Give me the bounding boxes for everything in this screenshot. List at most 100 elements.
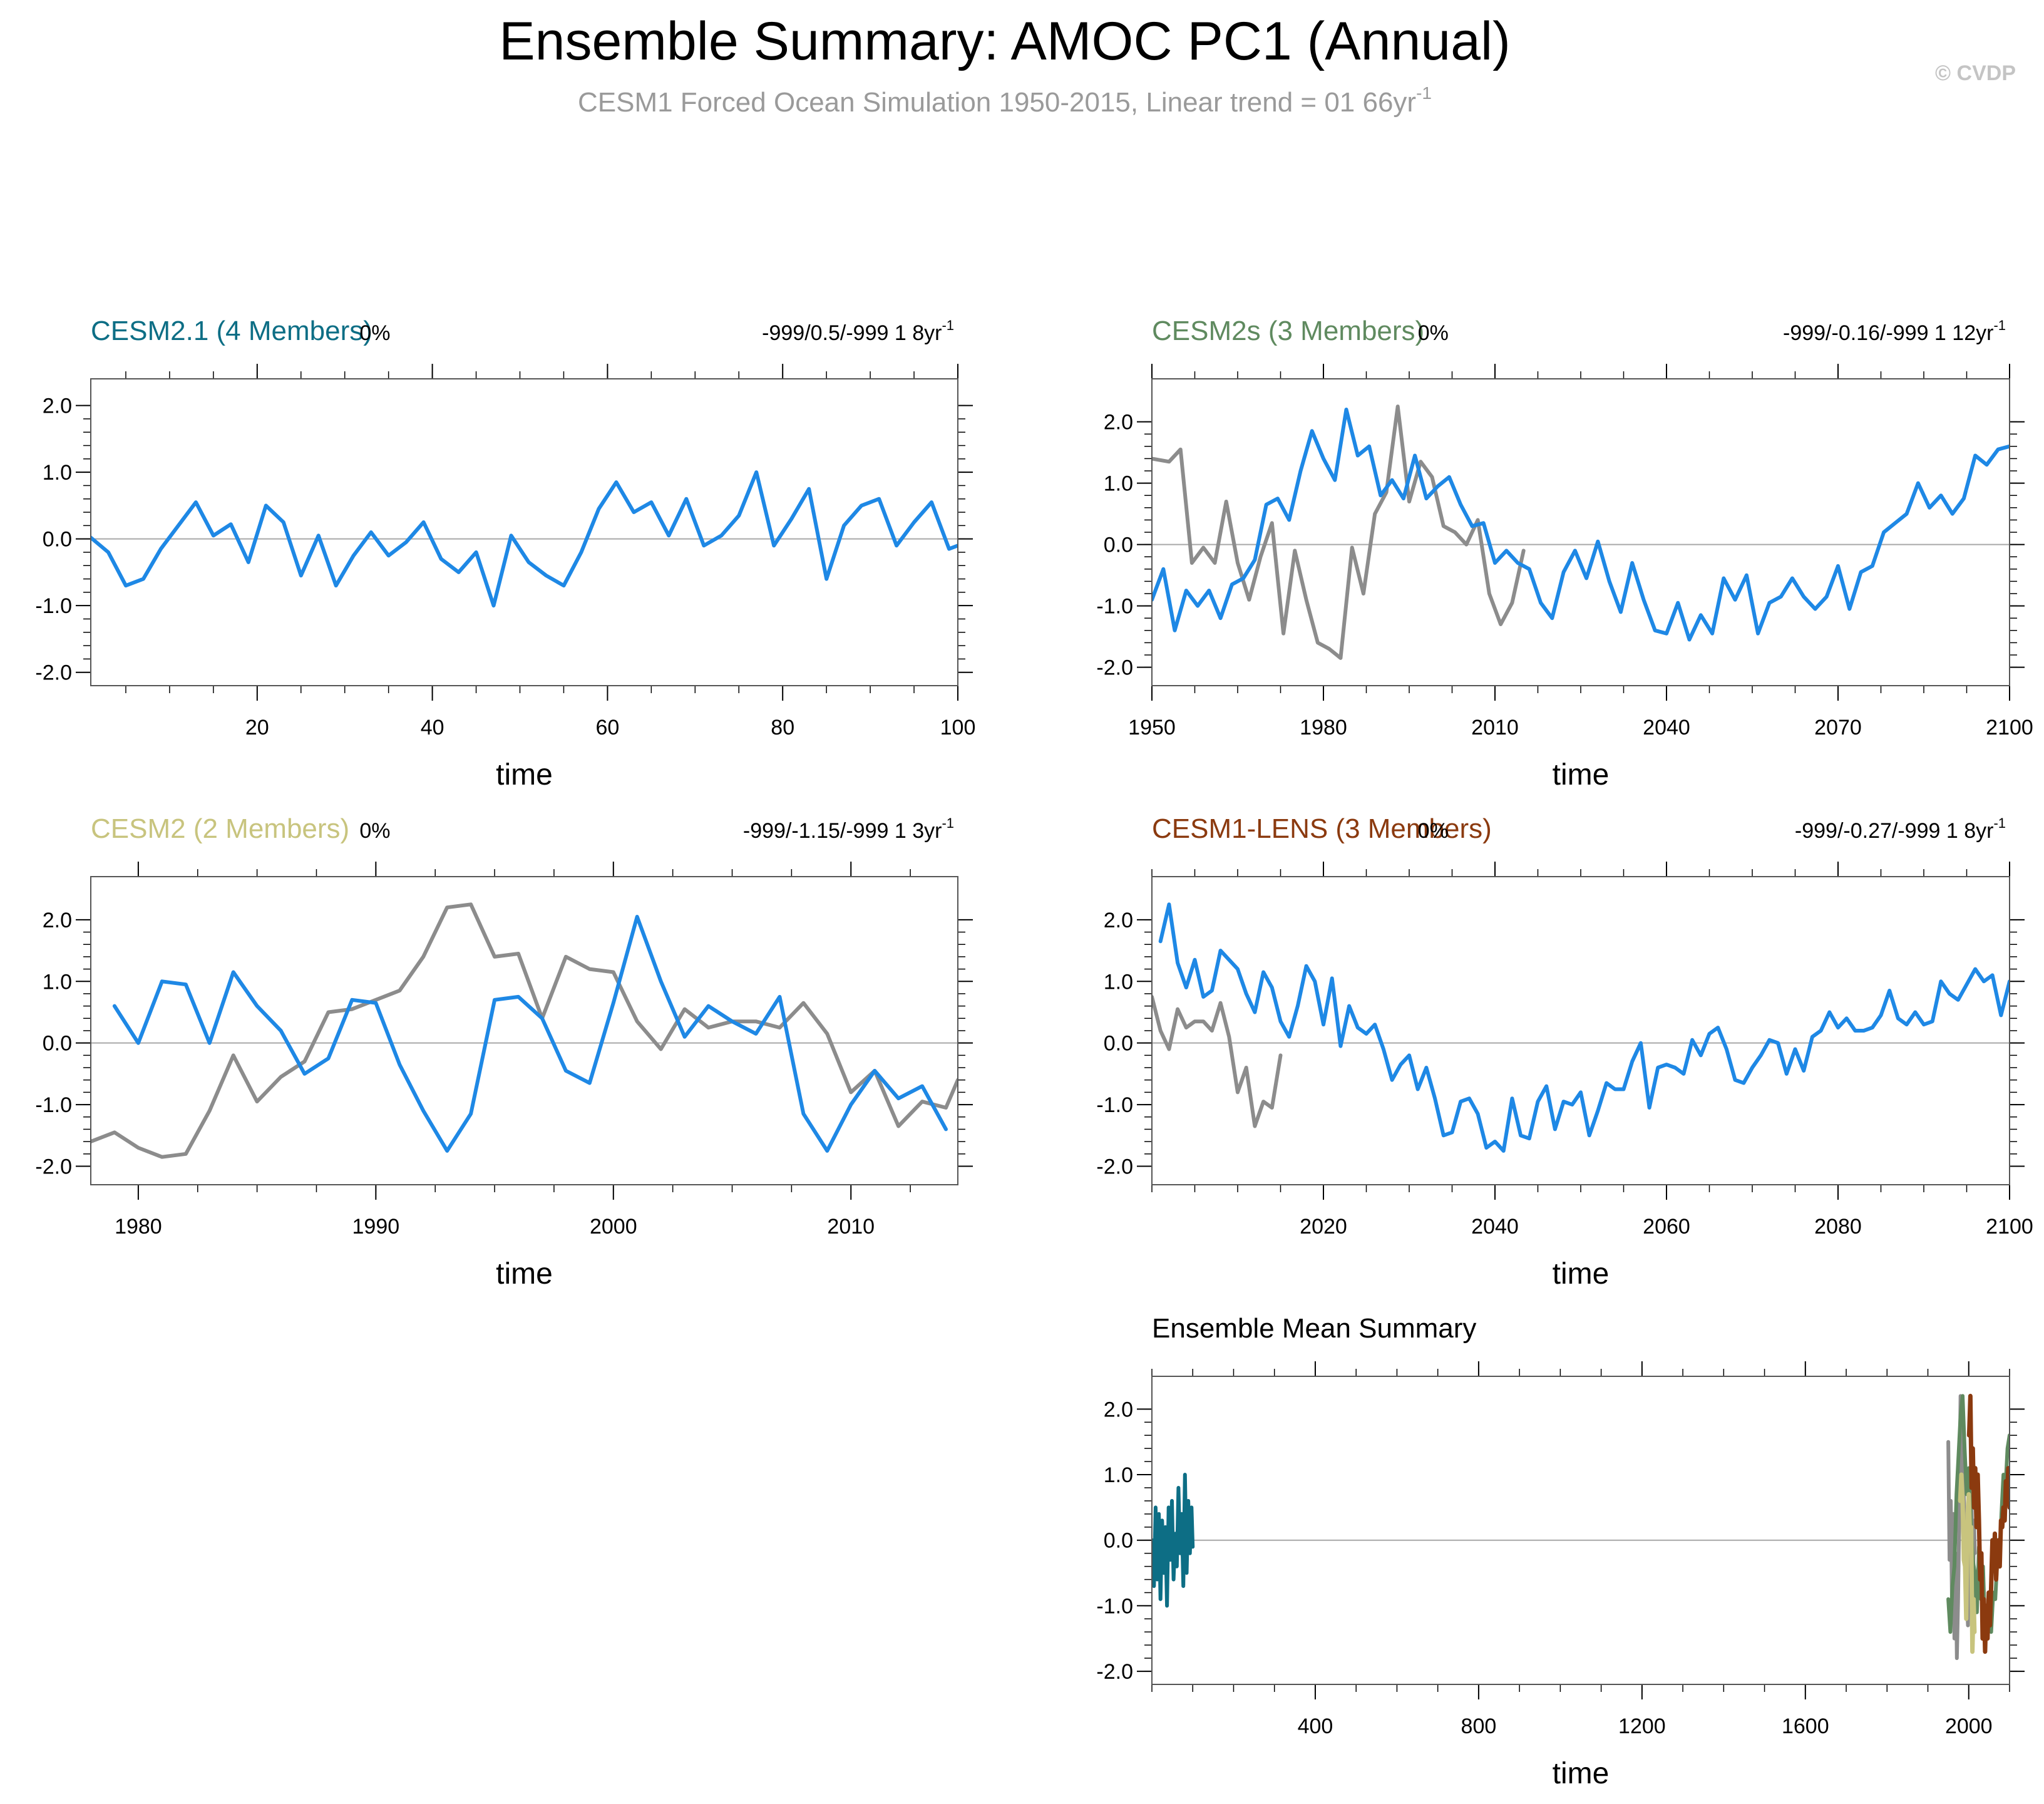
series-group [1152, 405, 2010, 660]
chart-panel-3: CESM2 (2 Members) 0% -999/-1.15/-999 1 3yr… [35, 813, 973, 1291]
panel-title: CESM2 (2 Members) [91, 813, 349, 844]
plot-frame [90, 876, 958, 1185]
x-axis-label: time [1553, 1257, 1610, 1291]
subtitle-superscript: -1 [1416, 83, 1432, 103]
x-axis-label: time [496, 758, 553, 791]
x-tick-label: 2040 [1471, 1215, 1519, 1239]
panel-title: Ensemble Mean Summary [1152, 1313, 1476, 1344]
y-tick-label: -2.0 [1096, 1660, 1133, 1684]
x-tick-label: 2010 [1471, 716, 1519, 740]
x-tick-label: 1600 [1782, 1714, 1829, 1738]
x-tick-label: 800 [1461, 1714, 1497, 1738]
trend-label: -999/0.5/-999 1 8yr-1 [762, 317, 954, 345]
y-tick-label: -1.0 [35, 594, 72, 618]
x-tick-label: 40 [421, 716, 444, 740]
x-tick-label: 1980 [115, 1215, 162, 1239]
chart-panel-5: Ensemble Mean Summary 2.0 1.0 0.0 -1.0 -2.0 40… [1096, 1313, 2025, 1790]
trend-label-superscript: -1 [1993, 815, 2006, 831]
subtitle-main: CESM1 Forced Ocean Simulation 1950-2015,… [578, 87, 1416, 118]
trend-label-superscript: -1 [942, 815, 954, 831]
x-tick-label: 400 [1298, 1714, 1333, 1738]
series-line-ensemble-member [112, 915, 948, 1153]
copyright-label: © CVDP [1935, 61, 2016, 85]
x-tick-label: 2040 [1643, 716, 1690, 740]
y-tick-label: 0.0 [1104, 1032, 1133, 1056]
y-tick-label: 1.0 [43, 461, 72, 485]
y-tick-label: 0.0 [1104, 1529, 1133, 1553]
x-axis-label: time [1553, 758, 1610, 791]
panel-title: CESM2.1 (4 Members) [91, 316, 372, 346]
y-tick-label: 1.0 [1104, 1463, 1133, 1487]
x-tick-label: 2000 [1945, 1714, 1993, 1738]
y-tick-label: -2.0 [1096, 656, 1133, 680]
percent-label: 0% [1418, 819, 1449, 843]
series-group [91, 902, 958, 1159]
percent-label: 0% [1418, 321, 1449, 345]
y-tick-label: -2.0 [1096, 1155, 1133, 1178]
percent-label: 0% [359, 819, 390, 843]
x-tick-label: 20 [245, 716, 269, 740]
panel-title: CESM2s (3 Members) [1152, 316, 1424, 346]
series-line-cesm1-lens [1966, 1393, 2010, 1654]
y-tick-label: 2.0 [43, 394, 72, 418]
trend-label-main: -999/-1.15/-999 1 3yr [743, 819, 942, 843]
x-tick-label: 100 [940, 716, 976, 740]
x-tick-label: 1200 [1618, 1714, 1666, 1738]
x-axis-label: time [496, 1257, 553, 1291]
chart-panel-1: CESM2.1 (4 Members)0% -999/0.5/-999 1 8yr… [35, 316, 975, 791]
y-tick-label: 0.0 [43, 1032, 72, 1056]
series-line-observation [1152, 405, 1526, 660]
series-line-ensemble-member [1158, 902, 2010, 1153]
x-tick-label: 2020 [1300, 1215, 1347, 1239]
plot-frame [1151, 876, 2010, 1185]
panels-group: CESM2.1 (4 Members)0% -999/0.5/-999 1 8yr… [35, 316, 2033, 1790]
series-group [1152, 1393, 2010, 1661]
series-line-ensemble-member [91, 470, 958, 608]
x-tick-label: 2100 [1986, 716, 2033, 740]
chart-panel-4: CESM1-LENS (3 Members)0% -999/-0.27/-999 … [1096, 813, 2033, 1291]
plot-frame [1151, 378, 2010, 686]
y-tick-label: 2.0 [1104, 909, 1133, 932]
x-tick-label: 2000 [590, 1215, 637, 1239]
trend-label: -999/-0.27/-999 1 8yr-1 [1795, 815, 2006, 843]
trend-label-superscript: -1 [1993, 317, 2006, 333]
y-tick-label: 2.0 [1104, 1398, 1133, 1421]
y-tick-label: 1.0 [1104, 970, 1133, 994]
series-group [91, 470, 958, 608]
y-tick-label: 2.0 [1104, 411, 1133, 435]
plot-frame [90, 378, 958, 686]
figure-title: Ensemble Summary: AMOC PC1 (Annual) [499, 11, 1510, 71]
plot-frame [1151, 1376, 2010, 1685]
series-line-observation [1152, 994, 1283, 1128]
y-tick-label: -2.0 [35, 1155, 72, 1178]
series-line-ensemble-member [1152, 408, 2010, 642]
trend-label: -999/-1.15/-999 1 3yr-1 [743, 815, 954, 843]
chart-panel-2: CESM2s (3 Members)0% -999/-0.16/-999 1 12… [1096, 316, 2033, 791]
trend-label-main: -999/-0.27/-999 1 8yr [1795, 819, 1994, 843]
trend-label-main: -999/-0.16/-999 1 12yr [1783, 321, 1993, 345]
y-tick-label: -1.0 [1096, 595, 1133, 619]
y-tick-label: -1.0 [35, 1093, 72, 1117]
x-tick-label: 2080 [1814, 1215, 1862, 1239]
x-tick-label: 2070 [1814, 716, 1862, 740]
series-group [1152, 902, 2010, 1153]
trend-label-main: -999/0.5/-999 1 8yr [762, 321, 942, 345]
y-tick-label: -2.0 [35, 661, 72, 685]
y-tick-label: 0.0 [43, 528, 72, 552]
y-tick-label: -1.0 [1096, 1594, 1133, 1618]
x-tick-label: 80 [771, 716, 794, 740]
series-line-observation [91, 902, 958, 1159]
trend-label: -999/-0.16/-999 1 12yr-1 [1783, 317, 2006, 345]
x-axis-label: time [1553, 1757, 1610, 1790]
x-tick-label: 60 [595, 716, 619, 740]
y-tick-label: -1.0 [1096, 1093, 1133, 1117]
y-tick-label: 1.0 [43, 970, 72, 994]
x-tick-label: 2100 [1986, 1215, 2033, 1239]
panel-title: CESM1-LENS (3 Members) [1152, 813, 1492, 844]
x-tick-label: 2060 [1643, 1215, 1690, 1239]
y-tick-label: 1.0 [1104, 472, 1133, 496]
x-tick-label: 1950 [1128, 716, 1176, 740]
percent-label: 0% [359, 321, 390, 345]
x-tick-label: 2010 [827, 1215, 875, 1239]
